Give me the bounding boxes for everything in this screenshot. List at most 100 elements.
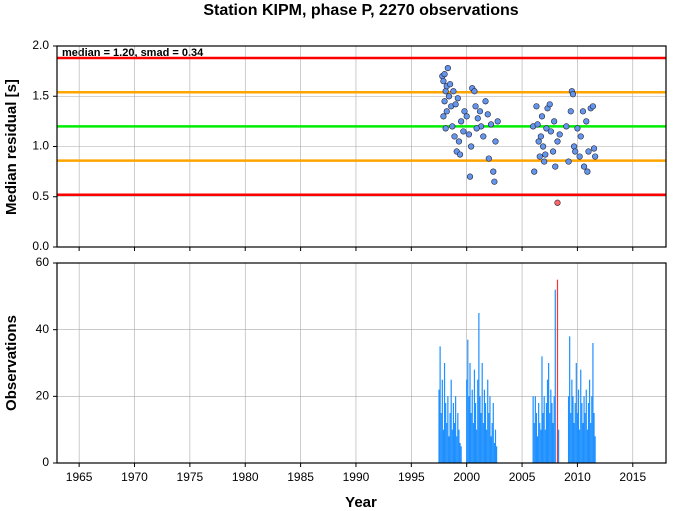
bar [487, 379, 489, 463]
x-tick-label: 1980 [232, 470, 259, 484]
bar [484, 403, 487, 463]
x-tick-label: 2010 [564, 470, 591, 484]
bar [442, 429, 445, 463]
x-tick-label: 2000 [453, 470, 480, 484]
data-point [476, 108, 484, 115]
y-tick-label: 0.5 [32, 189, 49, 203]
bar [549, 413, 551, 463]
bar [447, 396, 449, 463]
bar [542, 413, 544, 463]
bar [493, 443, 495, 463]
data-point [492, 138, 499, 145]
x-tick-label: 1995 [398, 470, 425, 484]
bar [466, 379, 468, 463]
bar [580, 369, 582, 463]
bar [588, 379, 591, 463]
bar [538, 403, 540, 463]
data-point [531, 168, 538, 175]
bar [539, 423, 541, 463]
bar [591, 396, 593, 463]
data-point [468, 143, 475, 150]
bar [590, 423, 592, 463]
bar [471, 389, 473, 463]
data-point [482, 98, 489, 105]
bar [488, 413, 490, 463]
data-point [441, 98, 448, 105]
data-point [473, 125, 480, 132]
bar [540, 429, 542, 463]
y-tick-label: 20 [36, 389, 50, 403]
data-point [466, 173, 474, 180]
data-point [542, 151, 549, 158]
bar [587, 403, 590, 463]
data-point [546, 101, 553, 108]
x-tick-label: 1975 [177, 470, 204, 484]
bar [470, 413, 472, 463]
bar [556, 279, 559, 463]
data-point [451, 133, 458, 140]
bar [438, 389, 440, 463]
data-point [536, 153, 543, 160]
data-point [589, 103, 597, 110]
bar [472, 423, 474, 463]
data-point [474, 115, 481, 122]
bar [552, 423, 554, 463]
bar [478, 313, 480, 463]
data-point [541, 158, 548, 165]
data-point [576, 153, 583, 160]
chart-title: Station KIPM, phase P, 2270 observations [203, 2, 518, 19]
bar [456, 436, 458, 463]
data-point [490, 168, 497, 175]
y-axis-label: Median residual [s] [3, 79, 20, 215]
bar [571, 379, 573, 463]
x-tick-label: 1990 [343, 470, 370, 484]
data-point [584, 168, 591, 175]
data-point [445, 93, 453, 100]
bar [577, 389, 580, 463]
annotation: median = 1.20, smad = 0.34 [62, 47, 204, 59]
bar [583, 396, 585, 463]
bar [569, 336, 571, 463]
plot-frame [56, 262, 667, 464]
bar [570, 413, 572, 463]
data-point [461, 108, 468, 115]
x-tick-label: 2015 [619, 470, 646, 484]
bar [575, 363, 577, 463]
bar [443, 363, 446, 463]
data-point [572, 148, 579, 155]
data-point [537, 133, 544, 140]
data-point [534, 121, 541, 128]
bar [581, 403, 583, 463]
bar [536, 436, 539, 463]
bar [459, 443, 461, 463]
data-point [580, 163, 588, 170]
bar [483, 389, 486, 463]
bar [441, 379, 443, 463]
bar [455, 396, 457, 463]
data-point [472, 103, 479, 110]
bar [544, 429, 546, 463]
bar [469, 363, 471, 463]
bar [594, 436, 596, 463]
data-point [456, 151, 464, 158]
data-point [567, 108, 574, 115]
x-tick-label: 2005 [509, 470, 536, 484]
bar [481, 363, 483, 463]
data-point [556, 131, 563, 138]
data-point [539, 143, 547, 150]
bar [573, 423, 575, 463]
bar [489, 396, 491, 463]
bar [479, 396, 481, 463]
data-point [484, 111, 491, 118]
bar [467, 339, 469, 463]
bar [567, 396, 570, 463]
bar [533, 423, 535, 463]
data-point [440, 78, 447, 85]
bar [494, 429, 497, 463]
data-point [440, 113, 447, 120]
data-point [449, 123, 456, 130]
data-point [441, 71, 448, 78]
y-tick-label: 2.0 [32, 38, 49, 52]
data-point [590, 145, 598, 152]
